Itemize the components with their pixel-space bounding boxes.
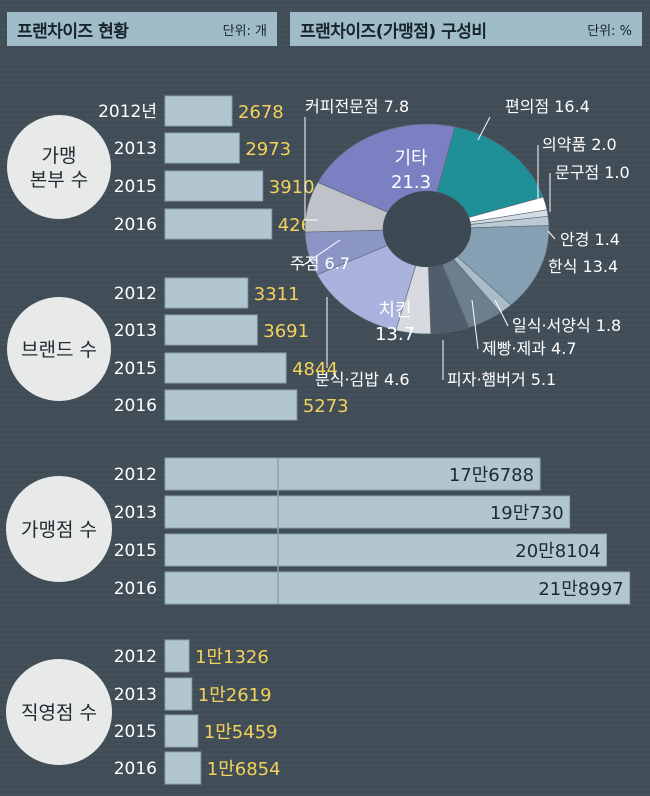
- pie-label: 주점 6.7: [290, 254, 350, 273]
- pie-label: 커피전문점 7.8: [305, 97, 409, 116]
- bar-value-label: 1만5459: [204, 722, 278, 743]
- group-title-circle: [7, 297, 111, 401]
- bar: [164, 208, 273, 240]
- pie-label: 치킨: [378, 300, 411, 321]
- bar: [164, 95, 233, 127]
- bar: [164, 495, 571, 529]
- pie-label: 기타: [394, 148, 428, 169]
- year-label: 2013: [114, 139, 157, 159]
- bar-value-label: 17만6788: [449, 465, 534, 486]
- donut-hole: [383, 191, 471, 267]
- bar: [164, 170, 264, 202]
- left-header-title: 프랜차이즈 현황: [17, 21, 129, 42]
- left-header: 프랜차이즈 현황 단위: 개: [7, 12, 277, 46]
- leader-line: [494, 299, 509, 327]
- bar-value-label: 5273: [303, 396, 349, 417]
- pie-label: 안경 1.4: [560, 230, 620, 249]
- right-header-unit: 단위: %: [587, 23, 632, 39]
- leader-line: [477, 116, 491, 141]
- year-label: 2012: [114, 465, 157, 485]
- pie-label: 의약품 2.0: [542, 135, 617, 154]
- pie-label: 분식·김밥 4.6: [315, 370, 410, 389]
- bar: [164, 571, 631, 605]
- bar-value-label: 2973: [245, 139, 291, 160]
- bar: [164, 352, 287, 384]
- bar: [164, 714, 199, 748]
- year-label: 2012: [114, 647, 157, 667]
- right-header: 프랜차이즈(가맹점) 구성비 단위: %: [290, 12, 642, 46]
- year-label: 2012: [114, 284, 157, 304]
- bar-value-label: 19만730: [490, 503, 564, 524]
- year-label: 2015: [114, 359, 157, 379]
- year-label: 2012년: [98, 102, 157, 122]
- bar: [164, 132, 240, 164]
- leader-line: [471, 299, 479, 350]
- year-label: 2016: [114, 759, 157, 779]
- group-title-circle: [6, 659, 112, 765]
- group-title-circle: [7, 115, 111, 219]
- bar-value-label: 3910: [269, 177, 315, 198]
- year-label: 2015: [114, 722, 157, 742]
- leader-line: [301, 239, 341, 267]
- year-label: 2013: [114, 503, 157, 523]
- pie-label: 한식 13.4: [548, 257, 618, 276]
- year-label: 2016: [114, 396, 157, 416]
- bar-value-label: 1만1326: [195, 647, 269, 668]
- bar-value-label: 1만6854: [207, 759, 281, 780]
- bar-value-label: 2678: [238, 102, 284, 123]
- bar-value-label: 20만8104: [515, 541, 600, 562]
- bar: [164, 457, 541, 491]
- pie-label: 피자·햄버거 5.1: [447, 370, 556, 389]
- pie-label: 문구점 1.0: [555, 163, 630, 182]
- left-header-unit: 단위: 개: [222, 23, 267, 39]
- bar: [164, 533, 608, 567]
- pie-label: 일식·서양식 1.8: [512, 316, 621, 335]
- leader-line: [304, 117, 318, 221]
- year-label: 2013: [114, 685, 157, 705]
- year-label: 2016: [114, 215, 157, 235]
- pie-label: 21.3: [391, 172, 431, 193]
- bar: [164, 277, 249, 309]
- bar: [164, 314, 258, 346]
- bar: [164, 751, 202, 785]
- year-label: 2016: [114, 579, 157, 599]
- bar-value-label: 3311: [254, 284, 300, 305]
- group-title: 브랜드 수: [21, 339, 97, 361]
- group-title: 가맹점 수: [21, 519, 97, 541]
- pie-label: 편의점 16.4: [505, 97, 590, 116]
- bar: [164, 677, 193, 711]
- year-label: 2015: [114, 541, 157, 561]
- pie-label: 13.7: [375, 324, 415, 345]
- pie-label: 제빵·제과 4.7: [482, 339, 577, 358]
- group-title: 본부 수: [30, 169, 88, 191]
- bar: [164, 639, 190, 673]
- bar-value-label: 1만2619: [198, 685, 272, 706]
- bar-value-label: 3691: [263, 321, 309, 342]
- group-title-circle: [6, 476, 112, 582]
- right-header-title: 프랜차이즈(가맹점) 구성비: [300, 21, 487, 42]
- group-title: 가맹: [42, 145, 77, 167]
- group-title: 직영점 수: [21, 702, 97, 724]
- year-label: 2015: [114, 177, 157, 197]
- bar-value-label: 4844: [292, 359, 338, 380]
- year-label: 2013: [114, 321, 157, 341]
- bar: [164, 389, 298, 421]
- bar-value-label: 21만8997: [538, 579, 623, 600]
- leader-line: [547, 230, 556, 240]
